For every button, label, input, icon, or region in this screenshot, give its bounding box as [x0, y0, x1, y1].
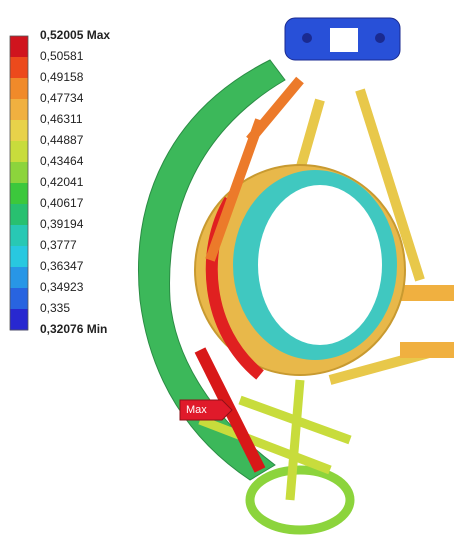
legend-label: 0,47734 [40, 91, 84, 105]
legend-swatch [10, 120, 28, 142]
legend-swatch [10, 99, 28, 121]
legend-swatch [10, 36, 28, 58]
legend-label: 0,46311 [40, 112, 83, 126]
legend-label: 0,32076 Min [40, 322, 107, 336]
color-legend: 0,52005 Max 0,50581 0,49158 0,47734 0,46311 0… [10, 28, 110, 336]
legend-label: 0,39194 [40, 217, 84, 231]
legend-swatch [10, 246, 28, 268]
legend-swatch [10, 162, 28, 184]
probe-tag: Max [180, 400, 232, 420]
legend-swatch [10, 288, 28, 310]
legend-label: 0,34923 [40, 280, 84, 294]
legend-swatch [10, 78, 28, 100]
part-model [139, 18, 454, 530]
legend-label: 0,52005 Max [40, 28, 110, 42]
legend-label: 0,3777 [40, 238, 77, 252]
legend-label: 0,335 [40, 301, 70, 315]
legend-swatch [10, 57, 28, 79]
legend-swatch [10, 141, 28, 163]
legend-swatch [10, 267, 28, 289]
legend-label: 0,43464 [40, 154, 84, 168]
legend-swatch [10, 204, 28, 226]
legend-label: 0,50581 [40, 49, 84, 63]
legend-label: 0,44887 [40, 133, 84, 147]
result-view: Max 0,52005 Max 0,50581 0,49158 0,47734 0,46… [0, 0, 454, 537]
legend-swatch [10, 183, 28, 205]
legend-label: 0,40617 [40, 196, 84, 210]
legend-label: 0,42041 [40, 175, 84, 189]
legend-swatch [10, 225, 28, 247]
legend-swatch [10, 309, 28, 331]
legend-label: 0,36347 [40, 259, 84, 273]
probe-label: Max [186, 404, 207, 416]
legend-label: 0,49158 [40, 70, 84, 84]
